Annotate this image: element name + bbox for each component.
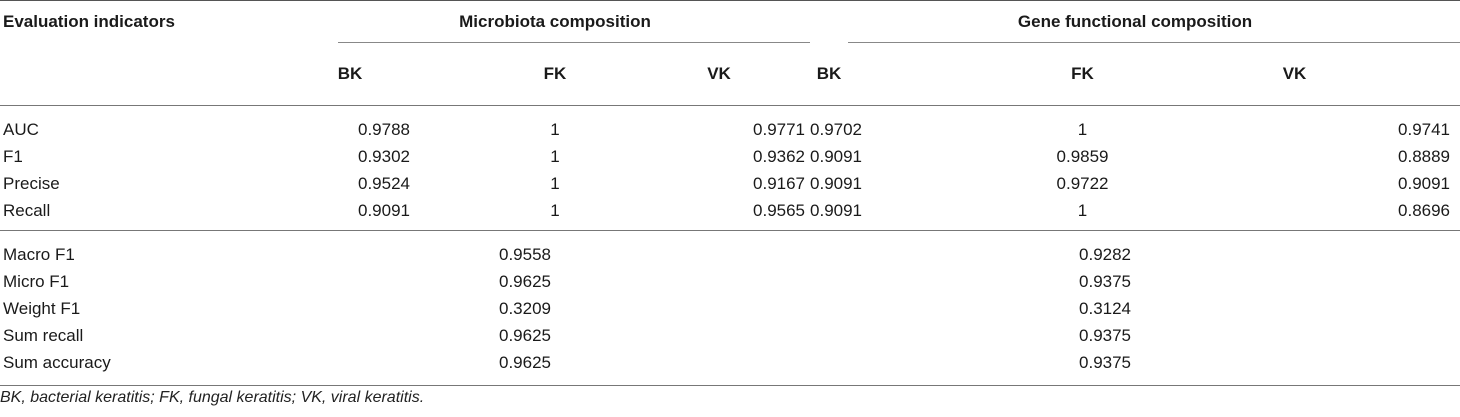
- table-row: Macro F1 0.9558 0.9282: [0, 230, 1460, 269]
- table-cell: 0.9722: [1056, 173, 1109, 193]
- table-row: Recall 0.9091 1 0.9565 0.9091 1 0.8696: [0, 197, 1460, 231]
- table-cell: 0.9565: [753, 200, 806, 220]
- table-cell: 0.9091: [358, 200, 410, 220]
- table-row: Micro F1 0.9625 0.9375: [0, 268, 1460, 295]
- header-col-bk-micro: BK: [337, 64, 363, 83]
- table-cell: 0.9625: [499, 271, 551, 291]
- header-row-classes: BK FK VK BK FK VK: [0, 43, 1460, 106]
- table-row: Precise 0.9524 1 0.9167 0.9091 0.9722 0.…: [0, 170, 1460, 197]
- header-row-groups: Evaluation indicators Microbiota composi…: [0, 0, 1460, 44]
- table-cell: 0.9702: [810, 119, 863, 139]
- table-cell: 0.9771: [753, 119, 806, 139]
- header-col-fk-gene: FK: [1071, 64, 1094, 83]
- row-label: Micro F1: [3, 271, 70, 291]
- table-row: F1 0.9302 1 0.9362 0.9091 0.9859 0.8889: [0, 143, 1460, 170]
- table-row: Sum accuracy 0.9625 0.9375: [0, 349, 1460, 376]
- table-cell: 0.9091: [1398, 173, 1451, 193]
- table-row: AUC 0.9788 1 0.9771 0.9702 1 0.9741: [0, 105, 1460, 144]
- table-cell: 0.9375: [1079, 352, 1132, 372]
- table-cell: 1: [550, 173, 560, 193]
- table-cell: 1: [550, 146, 560, 166]
- row-label: Recall: [3, 200, 51, 220]
- table-cell: 0.9167: [753, 173, 806, 193]
- table-cell: 0.9741: [1398, 119, 1451, 139]
- table-cell: 0.8696: [1398, 200, 1451, 220]
- table-cell: 0.9625: [499, 352, 551, 372]
- table-cell: 0.9362: [753, 146, 806, 166]
- table-row: Weight F1 0.3209 0.3124: [0, 295, 1460, 322]
- table-cell: 0.9625: [499, 325, 551, 345]
- table-cell: 0.3209: [499, 298, 551, 318]
- header-col-fk-micro: FK: [543, 64, 567, 83]
- table-cell: 0.9282: [1079, 244, 1132, 264]
- table-cell: 0.9302: [358, 146, 410, 166]
- header-group-gene: Gene functional composition: [810, 1, 1460, 44]
- table-cell: 1: [550, 200, 560, 220]
- header-col-vk-micro: VK: [707, 64, 731, 83]
- table-cell: 0.9375: [1079, 325, 1132, 345]
- table-cell: 0.9091: [810, 173, 863, 193]
- row-label: Sum recall: [3, 325, 84, 345]
- header-col-bk-gene: BK: [816, 64, 842, 83]
- table-cell: 0.9375: [1079, 271, 1132, 291]
- header-empty-cell: [0, 43, 300, 106]
- table-cell: 0.9788: [358, 119, 410, 139]
- results-table: Evaluation indicators Microbiota composi…: [0, 0, 1460, 376]
- row-label: AUC: [3, 119, 39, 139]
- row-label: F1: [3, 146, 23, 166]
- table-cell: 0.8889: [1398, 146, 1451, 166]
- row-label: Sum accuracy: [3, 352, 111, 372]
- table-cell: 1: [550, 119, 560, 139]
- table-footnote: BK, bacterial keratitis; FK, fungal kera…: [0, 389, 425, 406]
- table-cell: 0.9524: [358, 173, 410, 193]
- table-cell: 0.9091: [810, 146, 863, 166]
- row-label: Weight F1: [3, 298, 81, 318]
- table-cell: 0.9091: [810, 200, 863, 220]
- table-row: Sum recall 0.9625 0.9375: [0, 322, 1460, 349]
- header-group-microbiota: Microbiota composition: [300, 1, 811, 44]
- table-bottom-rule: [0, 385, 1460, 386]
- row-label: Precise: [3, 173, 60, 193]
- header-col-vk-gene: VK: [1282, 64, 1307, 83]
- table-cell: 1: [1077, 119, 1088, 139]
- table-cell: 0.9558: [499, 244, 551, 264]
- table-cell: 1: [1077, 200, 1088, 220]
- row-label: Macro F1: [3, 244, 75, 264]
- table-cell: 0.9859: [1056, 146, 1109, 166]
- header-evaluation-indicators: Evaluation indicators: [3, 12, 175, 31]
- table-cell: 0.3124: [1079, 298, 1132, 318]
